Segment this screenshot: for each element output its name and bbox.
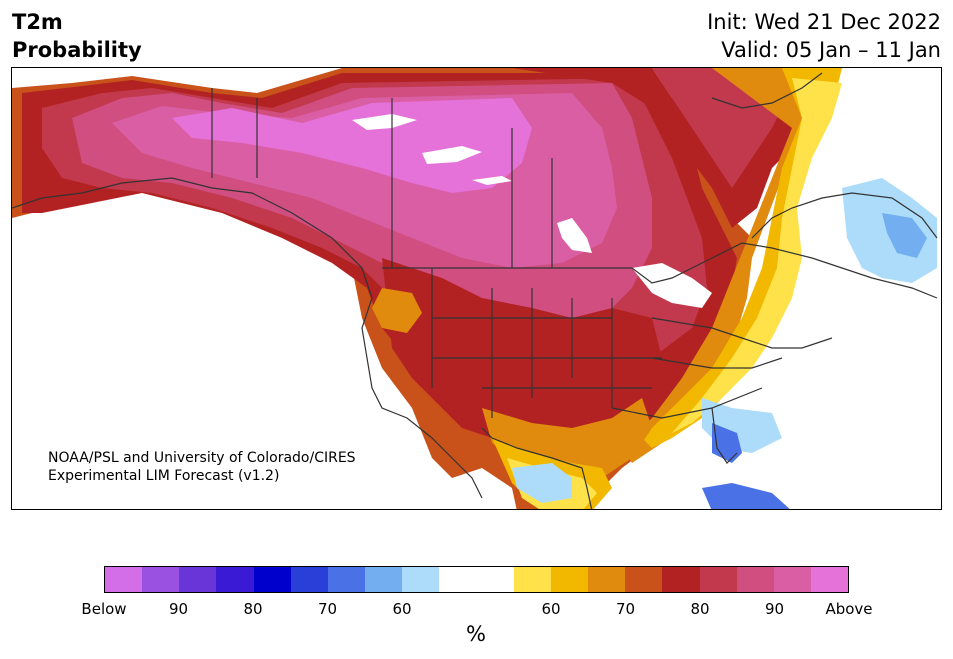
colorbar-tick-label: 70	[615, 600, 636, 618]
lakes	[352, 114, 712, 308]
credit-line-institution: NOAA/PSL and University of Colorado/CIRE…	[48, 450, 356, 466]
probability-map	[11, 67, 942, 510]
colorbar-tick-label: 90	[168, 600, 189, 618]
forecast-dates: Init: Wed 21 Dec 2022 Valid: 05 Jan – 11…	[707, 8, 941, 64]
warm-anomaly-region	[12, 68, 842, 509]
colorbar-segment	[810, 567, 849, 592]
init-date: Init: Wed 21 Dec 2022	[707, 10, 941, 34]
credit-line-model: Experimental LIM Forecast (v1.2)	[48, 468, 280, 484]
colorbar-segment	[625, 567, 663, 592]
colorbar-tick-label: Above	[825, 600, 873, 618]
title-line-type: Probability	[12, 38, 142, 62]
colorbar-segment	[105, 567, 143, 592]
colorbar-segment	[402, 567, 440, 592]
colorbar-segment	[588, 567, 626, 592]
map-canvas	[12, 68, 941, 509]
probability-colorbar	[104, 566, 849, 593]
cool-anomaly-region	[512, 178, 937, 509]
colorbar-segment	[699, 567, 737, 592]
colorbar-tick-label: 60	[541, 600, 561, 618]
colorbar-segment	[476, 567, 514, 592]
colorbar-segment	[439, 567, 477, 592]
colorbar-segment	[290, 567, 328, 592]
colorbar-segment	[550, 567, 589, 592]
colorbar-segment	[327, 567, 366, 592]
forecast-credit: NOAA/PSL and University of Colorado/CIRE…	[48, 449, 356, 485]
colorbar-segment	[513, 567, 551, 592]
title-line-variable: T2m	[12, 10, 63, 34]
colorbar-tick-label: Below	[81, 600, 127, 618]
colorbar-segment	[216, 567, 254, 592]
colorbar-segment	[179, 567, 217, 592]
colorbar-tick-label: 80	[690, 600, 710, 618]
colorbar-unit: %	[466, 622, 486, 646]
colorbar-tick-label: 80	[243, 600, 263, 618]
colorbar-segment	[365, 567, 403, 592]
colorbar-segment	[662, 567, 700, 592]
colorbar-tick-label: 90	[764, 600, 785, 618]
colorbar-segment	[773, 567, 811, 592]
valid-range: Valid: 05 Jan – 11 Jan	[721, 38, 941, 62]
colorbar-tick-label: 60	[392, 600, 412, 618]
borders	[12, 72, 938, 509]
colorbar-segment	[253, 567, 291, 592]
colorbar-segment	[142, 567, 180, 592]
map-title: T2m Probability	[12, 8, 142, 64]
colorbar-segment	[736, 567, 774, 592]
colorbar-tick-label: 70	[317, 600, 338, 618]
